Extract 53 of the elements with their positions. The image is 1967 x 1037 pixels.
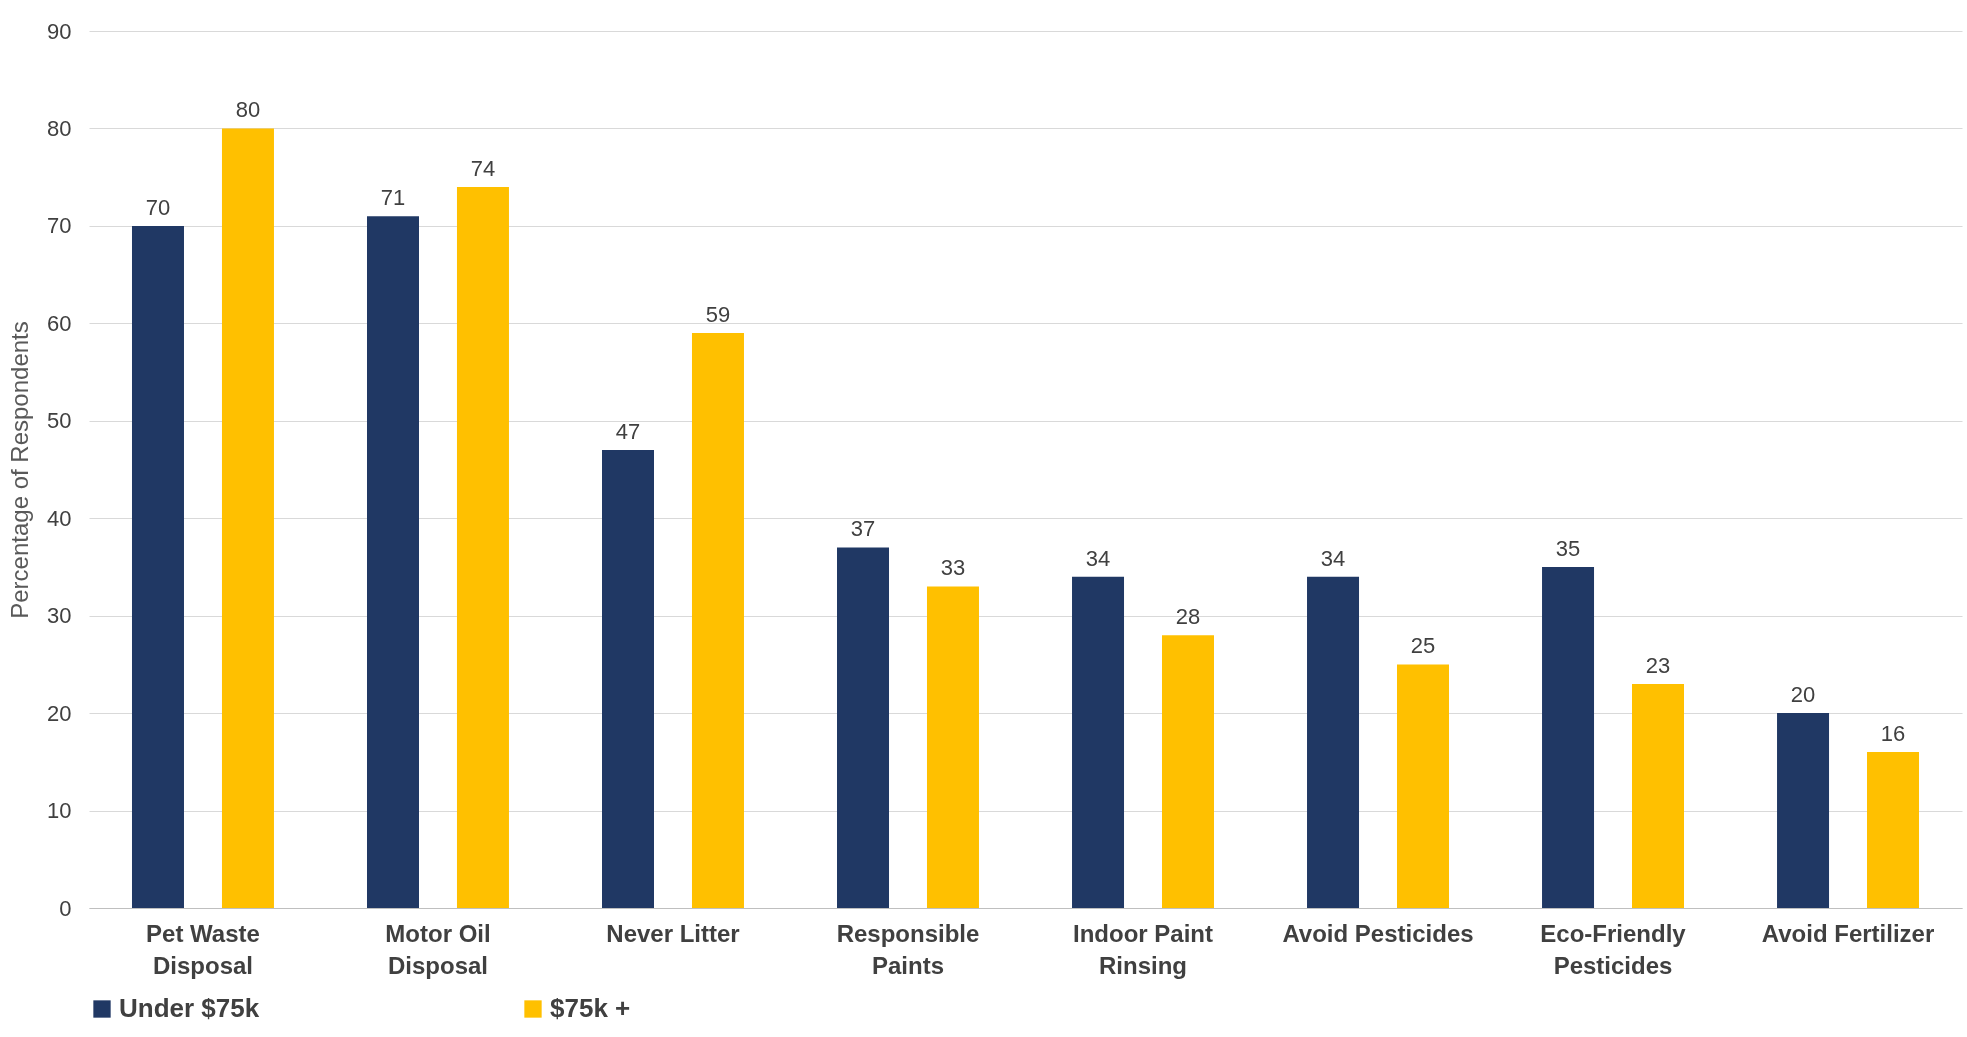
bar <box>1867 752 1920 908</box>
bar <box>926 586 979 908</box>
data-label: 23 <box>1645 652 1671 678</box>
legend-label: $75k + <box>550 993 631 1023</box>
x-tick-label: Motor Oil Disposal <box>385 919 491 979</box>
x-tick-label: Avoid Pesticides <box>1282 919 1474 947</box>
y-tick-label: 30 <box>47 603 72 629</box>
data-label: 20 <box>1790 682 1816 708</box>
bar <box>1542 566 1595 908</box>
y-tick-label: 20 <box>47 700 72 726</box>
y-tick-label: 10 <box>47 798 72 824</box>
y-tick-label: 60 <box>47 310 72 336</box>
bar <box>456 186 509 908</box>
x-tick-label: Indoor Paint Rinsing <box>1073 919 1213 979</box>
bar <box>1307 576 1360 908</box>
bar <box>1072 576 1125 908</box>
legend-label: Under $75k <box>119 993 260 1023</box>
data-label: 35 <box>1555 535 1581 561</box>
x-tick-label: Responsible Paints <box>836 919 980 979</box>
bar <box>367 216 419 908</box>
y-tick-label: 80 <box>47 115 72 141</box>
data-label: 70 <box>145 194 171 220</box>
y-tick-label: 90 <box>47 18 72 44</box>
bar <box>131 225 184 908</box>
bar <box>691 333 744 908</box>
data-label: 74 <box>470 155 496 181</box>
data-label: 16 <box>1880 721 1906 747</box>
data-label: 59 <box>705 302 731 328</box>
data-label: 33 <box>940 555 966 581</box>
y-tick-label: 70 <box>47 213 72 239</box>
bar <box>1161 635 1214 908</box>
x-tick-label: Pet Waste Disposal <box>146 919 260 979</box>
data-label: 37 <box>850 516 876 542</box>
data-label: 34 <box>1320 545 1346 571</box>
data-label: 25 <box>1410 633 1436 659</box>
bar <box>221 128 274 908</box>
data-label: 34 <box>1085 545 1111 571</box>
bar <box>602 450 654 908</box>
y-axis-title: Percentage of Respondents <box>6 321 34 619</box>
bar <box>1777 713 1830 908</box>
data-label: 71 <box>380 185 406 211</box>
bar <box>1632 683 1684 908</box>
y-tick-label: 0 <box>59 895 72 921</box>
y-tick-label: 50 <box>47 408 72 434</box>
data-label: 47 <box>615 419 641 445</box>
x-tick-label: Never Litter <box>606 919 740 947</box>
y-tick-label: 40 <box>47 505 72 531</box>
bar <box>837 547 890 908</box>
x-tick-label: Avoid Fertilizer <box>1761 919 1935 947</box>
bar <box>1397 664 1449 908</box>
data-label: 28 <box>1175 604 1201 630</box>
x-tick-label: Eco-Friendly Pesticides <box>1540 919 1687 979</box>
data-label: 80 <box>235 97 261 123</box>
